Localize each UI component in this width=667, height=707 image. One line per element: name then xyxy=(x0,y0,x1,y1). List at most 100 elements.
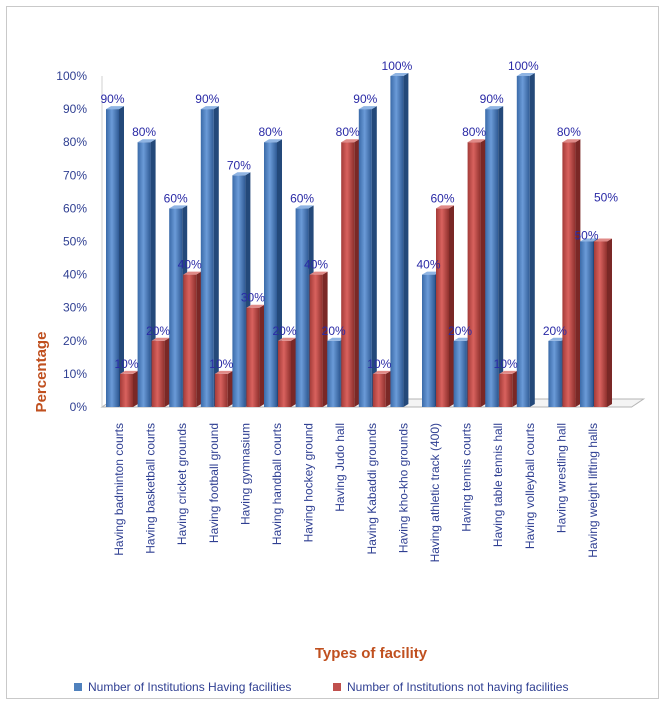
data-label: 90% xyxy=(353,92,377,106)
data-label: 50% xyxy=(574,229,598,243)
bar-side xyxy=(498,106,504,407)
bar-side xyxy=(133,370,138,407)
bars xyxy=(106,73,612,407)
bar-top xyxy=(562,139,581,143)
bar-top xyxy=(183,271,202,275)
bar-having xyxy=(169,208,183,407)
bar-top xyxy=(548,337,567,341)
data-label: 40% xyxy=(178,258,202,272)
bar-not-having xyxy=(120,373,133,407)
category-label: Having table tennis hall xyxy=(491,423,505,547)
category-label: Having handball courts xyxy=(270,423,284,545)
bar-top xyxy=(137,139,156,143)
data-label: 60% xyxy=(290,191,314,205)
data-label: 90% xyxy=(480,92,504,106)
bar-top xyxy=(151,337,170,341)
bar-top xyxy=(594,238,612,242)
bar-side xyxy=(607,238,612,407)
bar-having xyxy=(453,340,467,407)
data-label: 40% xyxy=(416,258,440,272)
bar-having xyxy=(485,109,499,407)
bar-top xyxy=(264,139,282,143)
data-label: 20% xyxy=(146,324,170,338)
data-label: 20% xyxy=(543,324,567,338)
bar-side xyxy=(291,337,296,407)
bar-having xyxy=(580,241,593,407)
bar-not-having xyxy=(341,142,355,407)
bar-side xyxy=(575,139,581,407)
category-label: Having kho-kho grounds xyxy=(396,423,410,553)
bar-top xyxy=(295,205,314,209)
bar-side xyxy=(529,73,535,407)
bar-side xyxy=(322,271,328,407)
bar-not-having xyxy=(562,142,576,407)
bar-side xyxy=(449,205,454,407)
legend-swatch-have xyxy=(74,683,82,691)
bar-side xyxy=(403,73,409,407)
bar-having xyxy=(232,175,246,407)
y-tick-label: 90% xyxy=(63,102,87,116)
category-label: Having volleyball courts xyxy=(523,423,537,549)
category-label: Having basketball courts xyxy=(144,423,158,554)
bar-not-having xyxy=(436,208,449,407)
bar-side xyxy=(164,337,170,407)
category-label: Having hockey ground xyxy=(302,423,316,542)
bar-top xyxy=(327,337,346,341)
bar-top xyxy=(200,106,219,110)
x-axis-title: Types of facility xyxy=(315,645,428,662)
category-label: Having wrestling hall xyxy=(554,423,568,533)
bar-top xyxy=(169,205,188,209)
bar-side xyxy=(259,304,265,407)
category-label: Having gymnasium xyxy=(238,423,252,525)
bar-having xyxy=(358,109,372,407)
bar-top xyxy=(499,370,518,374)
bar-top xyxy=(422,271,440,275)
bar-not-having xyxy=(246,307,260,407)
bar-side xyxy=(213,106,219,407)
data-label: 60% xyxy=(164,191,188,205)
data-label: 70% xyxy=(227,158,251,172)
y-tick-label: 60% xyxy=(63,201,87,215)
data-label: 30% xyxy=(241,291,265,305)
legend-label-have: Number of Institutions Having facilities xyxy=(88,680,291,694)
bar-top xyxy=(453,337,472,341)
data-label: 60% xyxy=(430,191,454,205)
bar-side xyxy=(227,370,233,407)
bar-having xyxy=(327,340,341,407)
bar-top xyxy=(278,337,296,341)
data-label: 40% xyxy=(304,258,328,272)
y-tick-label: 20% xyxy=(63,334,87,348)
bar-top xyxy=(120,370,138,374)
category-label: Having Kabaddi grounds xyxy=(365,423,379,554)
bar-top xyxy=(436,205,454,209)
bar-top xyxy=(580,238,598,242)
bar-having xyxy=(200,109,214,407)
bar-not-having xyxy=(594,241,607,407)
data-label: 80% xyxy=(132,125,156,139)
bar-having xyxy=(106,109,119,407)
y-tick-label: 40% xyxy=(63,268,87,282)
bar-having xyxy=(137,142,151,407)
data-label: 80% xyxy=(557,125,581,139)
data-label: 100% xyxy=(382,59,413,73)
category-label: Having Judo hall xyxy=(333,423,347,512)
data-label: 10% xyxy=(114,357,138,371)
data-label: 20% xyxy=(448,324,472,338)
bar-having xyxy=(548,340,562,407)
y-tick-label: 80% xyxy=(63,135,87,149)
bar-top xyxy=(341,139,360,143)
data-label: 80% xyxy=(462,125,486,139)
bar-side xyxy=(512,370,518,407)
bar-not-having xyxy=(499,373,513,407)
y-tick-label: 0% xyxy=(70,400,88,414)
category-label: Having badminton courts xyxy=(112,423,126,556)
y-tick-label: 100% xyxy=(56,69,87,83)
data-labels: 90% 10% 80% 20% 60% 40% 90% 10% 70% 30% 80% 20% 60% 4… xyxy=(100,59,618,371)
bar-not-having xyxy=(278,340,291,407)
y-axis-ticks: 0% 10% 20% 30% 40% 50% 60% 70% 80% 90% 100% xyxy=(56,69,87,414)
bar-side xyxy=(119,106,124,407)
bar-side xyxy=(480,139,486,407)
bar-top xyxy=(516,73,535,76)
bar-top xyxy=(485,106,504,110)
